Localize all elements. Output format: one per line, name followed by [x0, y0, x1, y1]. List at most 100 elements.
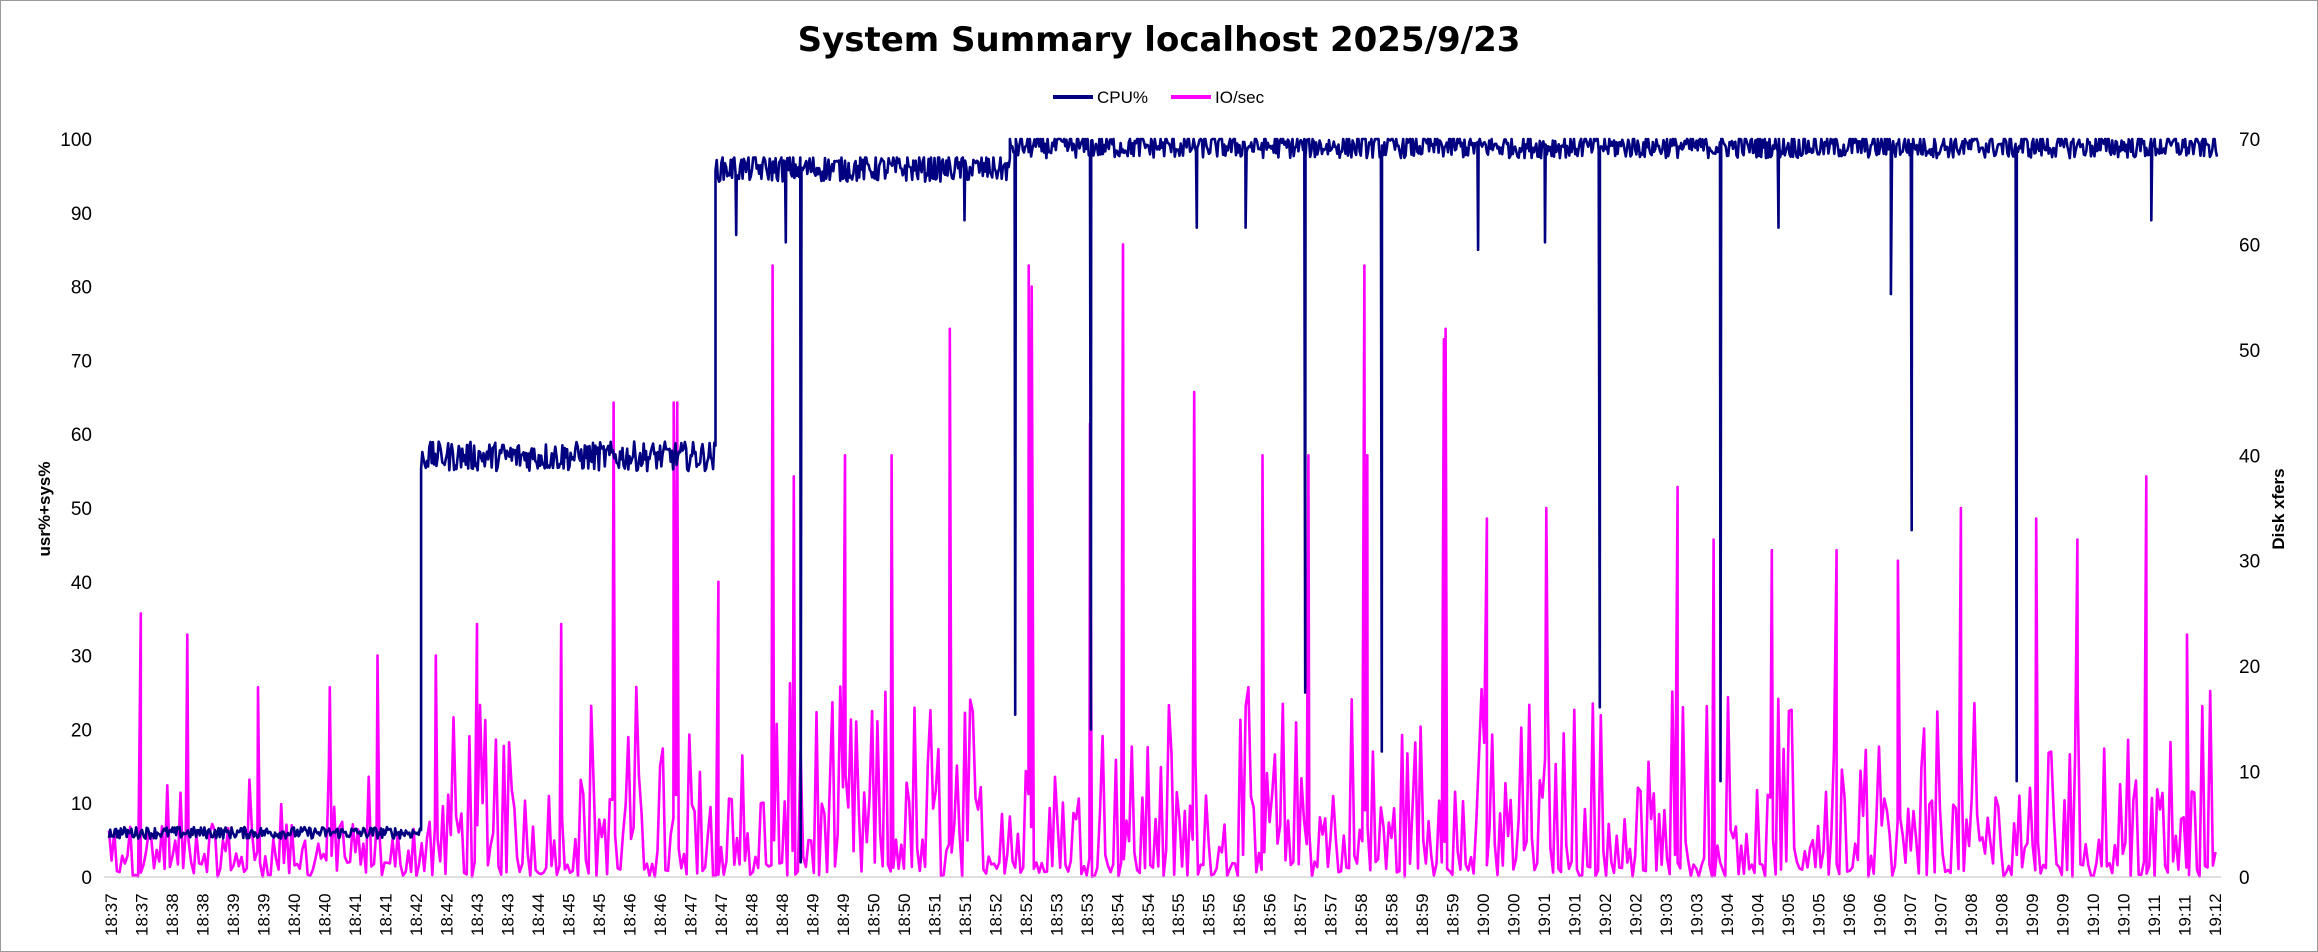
x-tick-label: 19:03: [1657, 893, 1676, 936]
x-tick-label: 18:38: [194, 893, 213, 936]
x-tick-label: 18:47: [681, 893, 700, 936]
y2-tick-label: 20: [2239, 657, 2260, 678]
x-tick-label: 19:09: [2023, 893, 2042, 936]
y2-tick-label: 70: [2239, 130, 2260, 151]
y2-tick-label: 50: [2239, 341, 2260, 362]
x-tick-label: 18:58: [1352, 893, 1371, 936]
x-tick-label: 18:48: [773, 893, 792, 936]
x-tick-label: 18:44: [529, 893, 548, 936]
x-tick-label: 18:39: [255, 893, 274, 936]
y-axis-right: 0 10 20 30 40 50 60 70: [2239, 130, 2260, 889]
y-tick-label: 80: [71, 278, 92, 299]
y-axis-title: usr%+sys%: [35, 462, 54, 557]
x-tick-label: 18:45: [590, 893, 609, 936]
x-tick-label: 19:06: [1871, 893, 1890, 936]
x-tick-label: 18:54: [1108, 893, 1127, 936]
x-tick-label: 19:11: [2176, 895, 2195, 936]
y2-tick-label: 60: [2239, 235, 2260, 256]
y2-tick-label: 0: [2239, 868, 2250, 889]
x-tick-label: 18:57: [1291, 893, 1310, 936]
x-tick-label: 19:02: [1627, 893, 1646, 936]
x-tick-label: 19:03: [1688, 893, 1707, 936]
y2-tick-label: 30: [2239, 552, 2260, 573]
y-axis-left: 0 10 20 30 40 50 60 70 80 90 100: [60, 130, 92, 889]
x-tick-label: 18:48: [742, 893, 761, 936]
x-tick-label: 18:49: [834, 893, 853, 936]
x-tick-label: 19:12: [2206, 893, 2225, 936]
x-tick-label: 19:11: [2145, 895, 2164, 936]
x-tick-label: 19:08: [1962, 893, 1981, 936]
x-axis: 18:37 18:37 18:38 18:38 18:39 18:39 18:40 18:40…: [102, 893, 2225, 936]
x-tick-label: 18:56: [1261, 893, 1280, 936]
x-tick-label: 18:47: [712, 893, 731, 936]
x-tick-label: 19:04: [1718, 893, 1737, 936]
x-tick-label: 18:49: [803, 893, 822, 936]
x-tick-label: 19:00: [1505, 893, 1524, 936]
x-tick-label: 18:41: [376, 893, 395, 936]
y-tick-label: 100: [60, 130, 92, 151]
x-tick-label: 18:52: [986, 893, 1005, 936]
legend-label-io: IO/sec: [1215, 88, 1265, 107]
x-tick-label: 18:42: [437, 893, 456, 936]
x-tick-label: 19:04: [1749, 893, 1768, 936]
x-tick-label: 18:55: [1169, 893, 1188, 936]
x-tick-label: 19:10: [2115, 893, 2134, 936]
legend-label-cpu: CPU%: [1097, 88, 1148, 107]
y-tick-label: 90: [71, 204, 92, 225]
x-tick-label: 18:37: [133, 893, 152, 936]
y-tick-label: 50: [71, 499, 92, 520]
x-tick-label: 18:43: [498, 893, 517, 936]
x-tick-label: 19:06: [1840, 893, 1859, 936]
x-tick-label: 18:51: [956, 893, 975, 936]
x-tick-label: 18:59: [1444, 893, 1463, 936]
x-tick-label: 18:40: [315, 893, 334, 936]
x-tick-label: 19:05: [1779, 893, 1798, 936]
y-tick-label: 60: [71, 425, 92, 446]
x-tick-label: 18:57: [1322, 893, 1341, 936]
x-tick-label: 18:41: [346, 893, 365, 936]
x-tick-label: 18:43: [468, 893, 487, 936]
y2-tick-label: 40: [2239, 446, 2260, 467]
y-tick-label: 40: [71, 573, 92, 594]
x-tick-label: 18:40: [285, 893, 304, 936]
x-tick-label: 18:37: [102, 893, 121, 936]
x-tick-label: 18:55: [1200, 893, 1219, 936]
y-tick-label: 10: [71, 794, 92, 815]
x-tick-label: 19:05: [1810, 893, 1829, 936]
x-tick-label: 18:53: [1047, 893, 1066, 936]
x-tick-label: 19:00: [1474, 893, 1493, 936]
x-tick-label: 18:45: [559, 893, 578, 936]
x-tick-label: 18:56: [1230, 893, 1249, 936]
plot-area: [107, 137, 2219, 879]
x-tick-label: 18:54: [1139, 893, 1158, 936]
x-tick-label: 19:01: [1535, 893, 1554, 936]
y-tick-label: 30: [71, 647, 92, 668]
x-tick-label: 18:42: [407, 893, 426, 936]
y2-tick-label: 10: [2239, 763, 2260, 784]
x-tick-label: 19:10: [2084, 893, 2103, 936]
x-tick-label: 18:46: [620, 893, 639, 936]
y2-axis-title: Disk xfers: [2269, 468, 2288, 549]
x-tick-label: 18:38: [163, 893, 182, 936]
x-tick-label: 19:07: [1932, 893, 1951, 936]
series-io-line: [107, 243, 2217, 879]
x-tick-label: 18:52: [1017, 893, 1036, 936]
x-tick-label: 18:46: [651, 893, 670, 936]
y-tick-label: 20: [71, 720, 92, 741]
legend: CPU% IO/sec: [1053, 88, 1265, 107]
x-tick-label: 18:59: [1413, 893, 1432, 936]
x-tick-label: 18:50: [864, 893, 883, 936]
x-tick-label: 18:50: [895, 893, 914, 936]
x-tick-label: 18:53: [1078, 893, 1097, 936]
series-cpu-line: [107, 137, 2219, 864]
y-tick-label: 0: [81, 868, 92, 889]
x-tick-label: 19:02: [1596, 893, 1615, 936]
chart-title: System Summary localhost 2025/9/23: [798, 20, 1521, 60]
x-tick-label: 19:07: [1901, 893, 1920, 936]
x-tick-label: 18:39: [224, 893, 243, 936]
x-tick-label: 19:09: [2054, 893, 2073, 936]
x-tick-label: 18:51: [925, 893, 944, 936]
x-tick-label: 19:08: [1993, 893, 2012, 936]
